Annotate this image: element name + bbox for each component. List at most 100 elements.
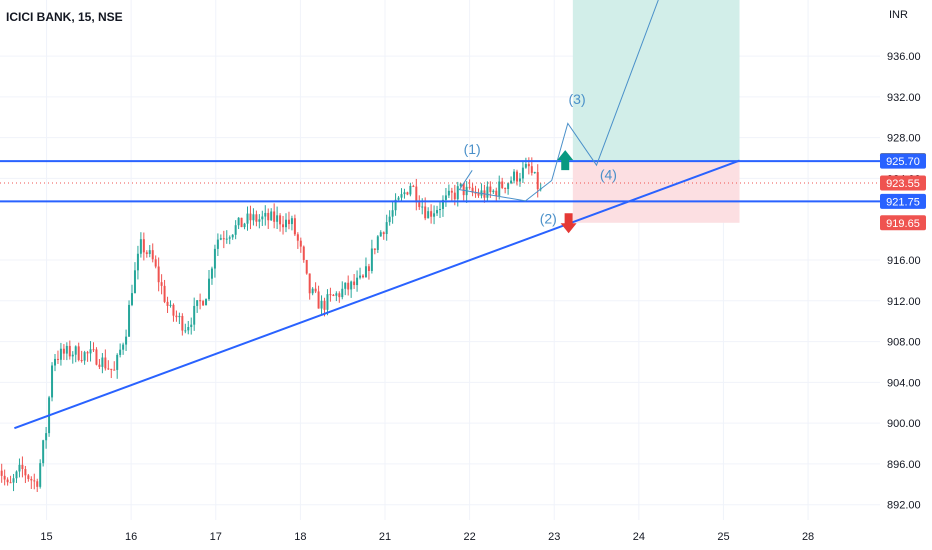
candle-body	[42, 440, 45, 464]
candle-body	[139, 239, 142, 254]
x-tick-label: 23	[548, 531, 560, 543]
candle-body	[447, 190, 450, 196]
candle-body	[163, 285, 166, 302]
candle-body	[456, 186, 459, 200]
candle-body	[68, 345, 71, 357]
candle-body	[6, 479, 9, 483]
candle-body	[225, 238, 228, 240]
candle-body	[205, 299, 208, 306]
candle-body	[510, 180, 513, 184]
wave-label-2: (2)	[540, 210, 557, 226]
candle-body	[444, 195, 447, 200]
candle-body	[394, 199, 397, 211]
candle-body	[314, 288, 317, 292]
candle-body	[459, 183, 462, 187]
candle-body	[471, 187, 474, 193]
x-tick-label: 22	[463, 531, 475, 543]
candle-body	[243, 223, 246, 228]
candle-body	[373, 248, 376, 250]
candle-body	[527, 164, 530, 167]
x-tick-label: 16	[125, 531, 137, 543]
candle-body	[148, 250, 151, 255]
candle-body	[104, 357, 107, 369]
candle-body	[228, 237, 231, 239]
candle-body	[329, 294, 332, 296]
candle-body	[36, 481, 39, 487]
target-zone	[572, 0, 740, 162]
wave-label-4: (4)	[600, 166, 617, 182]
x-tick-label: 15	[40, 531, 52, 543]
candle-body	[175, 315, 178, 318]
candle-body	[341, 288, 344, 298]
x-tick-label: 17	[210, 531, 222, 543]
candle-body	[406, 192, 409, 195]
candle-body	[397, 197, 400, 200]
candle-body	[0, 470, 3, 476]
candle-body	[89, 349, 92, 354]
candle-body	[279, 215, 282, 225]
candle-body	[305, 259, 308, 274]
price-axis-background	[880, 0, 932, 550]
candle-body	[489, 186, 492, 193]
candle-body	[320, 300, 323, 309]
candle-body	[92, 349, 95, 351]
candle-body	[169, 304, 172, 306]
candle-body	[80, 360, 83, 362]
candle-body	[178, 315, 181, 318]
candle-body	[51, 365, 54, 398]
candle-body	[516, 171, 518, 182]
price-label-text: 925.70	[886, 156, 920, 168]
y-tick-label: 912.00	[887, 296, 921, 308]
candle-body	[246, 213, 249, 224]
candle-body	[412, 185, 415, 187]
candle-body	[30, 478, 33, 481]
candle-body	[83, 352, 86, 361]
candle-body	[157, 266, 160, 283]
candle-body	[234, 225, 237, 235]
y-tick-label: 900.00	[887, 418, 921, 430]
price-label-tag	[880, 193, 926, 209]
candle-body	[453, 192, 456, 200]
candle-body	[264, 212, 267, 217]
candle-body	[12, 478, 15, 483]
candle-body	[468, 186, 471, 188]
candle-body	[533, 172, 536, 174]
time-axis-background	[0, 520, 880, 550]
candle-body	[184, 330, 187, 332]
candle-body	[237, 217, 240, 226]
candle-body	[403, 192, 406, 195]
candle-body	[213, 248, 216, 269]
candle-body	[441, 199, 444, 209]
candle-body	[27, 475, 30, 479]
candle-body	[344, 282, 347, 289]
candle-body	[356, 277, 359, 286]
candle-body	[326, 294, 329, 310]
candle-body	[409, 185, 412, 195]
candle-body	[255, 214, 258, 222]
candle-body	[21, 464, 24, 470]
candle-body	[166, 301, 169, 306]
candle-body	[418, 202, 421, 208]
candle-body	[276, 215, 279, 222]
candle-body	[24, 469, 27, 476]
candle-body	[54, 358, 56, 366]
candle-body	[521, 167, 524, 179]
candle-body	[128, 304, 131, 337]
candle-body	[436, 210, 439, 214]
candle-body	[299, 240, 302, 247]
candle-body	[364, 266, 367, 278]
candle-body	[400, 194, 403, 198]
candle-body	[376, 236, 379, 250]
y-tick-label: 896.00	[887, 459, 921, 471]
candle-body	[202, 301, 205, 306]
candle-body	[142, 239, 145, 253]
candle-body	[270, 211, 273, 221]
candle-body	[338, 293, 341, 298]
candle-body	[119, 349, 122, 355]
x-tick-label: 24	[633, 531, 645, 543]
candle-body	[504, 187, 507, 189]
y-tick-label: 904.00	[887, 377, 921, 389]
candle-body	[308, 273, 311, 294]
